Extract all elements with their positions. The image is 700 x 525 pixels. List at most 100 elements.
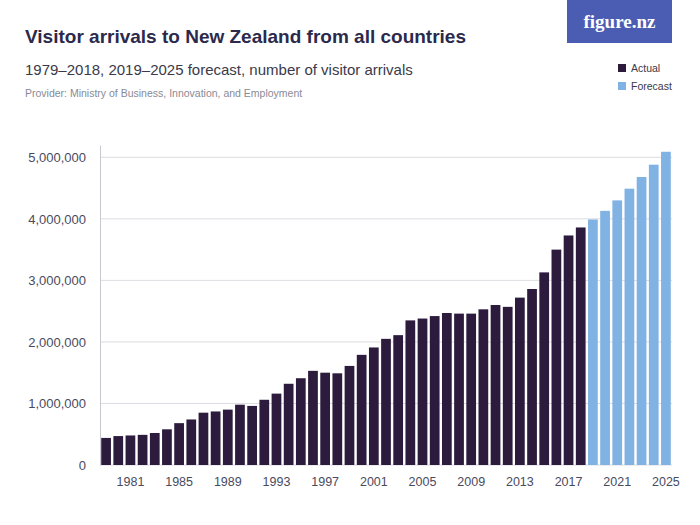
bar	[345, 366, 355, 465]
x-tick: 1993	[263, 465, 291, 489]
bar	[552, 250, 562, 465]
x-tick-label: 1993	[263, 475, 291, 489]
x-tick-label: 2009	[457, 475, 485, 489]
bar	[661, 152, 671, 465]
bars	[101, 152, 671, 465]
y-axis-line	[100, 146, 101, 466]
legend-swatch	[618, 82, 626, 90]
y-tick: 2,000,000	[28, 335, 100, 350]
chart: Visitor arrivals to New Zealand from all…	[0, 0, 700, 525]
y-tick: 0	[79, 458, 100, 473]
grid	[100, 157, 672, 465]
bar	[612, 200, 622, 465]
bar	[235, 405, 245, 465]
x-tick: 1989	[214, 465, 242, 489]
bar	[418, 319, 428, 465]
x-tick-label: 2021	[603, 475, 631, 489]
bar	[174, 423, 184, 465]
x-tick: 2005	[409, 465, 437, 489]
legend: Actual Forecast	[618, 62, 672, 92]
bar	[259, 400, 269, 465]
grid-line	[100, 218, 672, 219]
x-tick-label: 2001	[360, 475, 388, 489]
bar	[186, 419, 196, 465]
bar	[138, 435, 148, 465]
brand-box	[567, 0, 672, 43]
y-tick: 1,000,000	[28, 396, 100, 411]
grid-line	[100, 157, 672, 158]
bar	[637, 177, 647, 465]
x-tick-label: 2025	[652, 475, 680, 489]
bar	[393, 335, 403, 465]
bar	[199, 413, 209, 465]
bar	[503, 307, 513, 465]
bar	[442, 313, 452, 465]
bar	[320, 373, 330, 465]
x-tick-label: 2017	[555, 475, 583, 489]
bar	[357, 355, 367, 465]
x-tick: 1985	[165, 465, 193, 489]
title: Visitor arrivals to New Zealand from all…	[25, 26, 466, 47]
x-axis-line	[101, 465, 673, 466]
bar	[466, 314, 476, 465]
legend-label: Actual	[631, 62, 660, 74]
x-tick: 2025	[652, 465, 680, 489]
bar	[150, 433, 160, 465]
bar	[491, 305, 501, 465]
bar	[625, 189, 635, 465]
y-tick: 3,000,000	[28, 273, 100, 288]
y-axis: 0 1,000,000 2,000,000 3,000,000 4,000,000 5,0…	[28, 146, 100, 473]
brand: figure.nz	[584, 11, 657, 32]
legend-label: Forecast	[631, 80, 672, 92]
bar	[369, 347, 379, 465]
x-tick-label: 1989	[214, 475, 242, 489]
grid-line	[100, 280, 672, 281]
bar	[600, 211, 610, 465]
bar	[515, 298, 525, 465]
bar	[576, 227, 586, 465]
bar	[332, 373, 342, 465]
legend-swatch	[618, 64, 626, 72]
bar	[211, 411, 221, 465]
bar	[284, 384, 294, 465]
x-tick: 2001	[360, 465, 388, 489]
bar	[539, 272, 549, 465]
bar	[430, 316, 440, 465]
bar	[381, 339, 391, 465]
x-tick-label: 2013	[506, 475, 534, 489]
subtitle: 1979–2018, 2019–2025 forecast, number of…	[25, 61, 413, 78]
x-tick-label: 1997	[311, 475, 339, 489]
y-tick: 5,000,000	[28, 150, 100, 165]
bar	[527, 289, 537, 465]
bar	[308, 371, 318, 465]
source: Provider: Ministry of Business, Innovati…	[25, 87, 302, 99]
x-tick: 2009	[457, 465, 485, 489]
bar	[649, 165, 659, 465]
y-tick-label: 2,000,000	[28, 335, 86, 350]
bar	[405, 320, 415, 465]
x-tick: 2017	[555, 465, 583, 489]
x-tick-label: 1981	[117, 475, 145, 489]
bar	[588, 219, 598, 465]
bar	[162, 429, 172, 465]
x-tick: 2021	[603, 465, 631, 489]
bar	[272, 394, 282, 465]
y-tick-label: 4,000,000	[28, 212, 86, 227]
y-tick-label: 1,000,000	[28, 396, 86, 411]
x-tick: 1981	[117, 465, 145, 489]
bar	[247, 406, 257, 465]
bar	[478, 309, 488, 465]
bar	[296, 378, 306, 465]
bar	[564, 235, 574, 465]
bar	[223, 410, 233, 465]
bar	[454, 314, 464, 465]
x-tick-label: 2005	[409, 475, 437, 489]
y-tick: 4,000,000	[28, 212, 100, 227]
y-tick-label: 3,000,000	[28, 273, 86, 288]
x-tick-label: 1985	[165, 475, 193, 489]
bar	[126, 435, 136, 465]
x-axis: 1981 1985 1989 1993 1997 2001 2005 2009 2013 2017…	[101, 465, 680, 489]
y-tick-label: 5,000,000	[28, 150, 86, 165]
x-tick: 2013	[506, 465, 534, 489]
bar	[113, 436, 123, 465]
